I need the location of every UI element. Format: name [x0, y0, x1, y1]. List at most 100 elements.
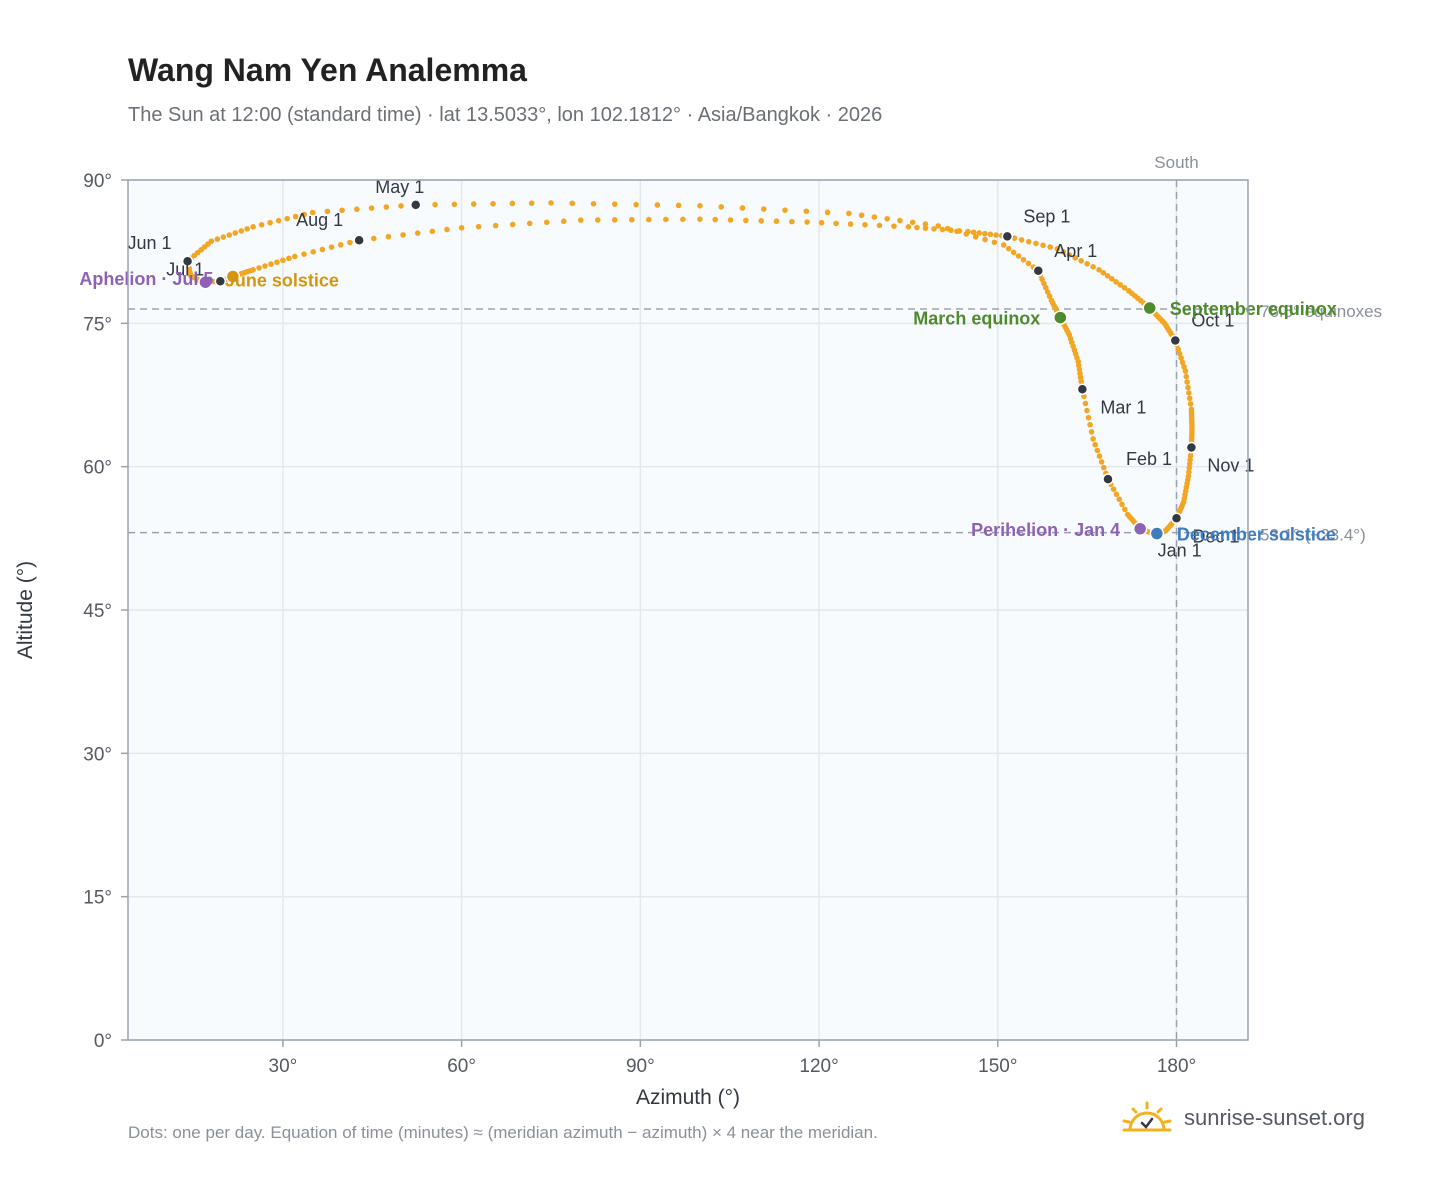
event-marker: [198, 274, 213, 290]
daily-dot: [1178, 355, 1184, 361]
daily-dot: [1109, 276, 1115, 282]
daily-dot: [383, 204, 390, 210]
daily-dot: [1047, 244, 1054, 250]
daily-dot: [1179, 359, 1186, 366]
daily-dot: [804, 219, 810, 225]
daily-dot: [309, 209, 316, 216]
daily-dot: [1088, 429, 1095, 435]
daily-dot: [818, 219, 825, 226]
daily-dot: [1046, 293, 1053, 299]
daily-dot: [368, 205, 375, 211]
daily-dot: [275, 217, 282, 224]
daily-dot: [972, 233, 979, 240]
daily-dot: [594, 217, 601, 223]
daily-dot: [982, 230, 988, 237]
daily-dot: [286, 255, 292, 262]
daily-dot: [948, 227, 954, 234]
daily-dot: [982, 236, 988, 243]
x-tick-label: 180°: [1157, 1056, 1196, 1077]
daily-dot: [258, 221, 265, 228]
y-tick-label: 45°: [83, 601, 112, 622]
daily-dot: [1000, 242, 1007, 248]
daily-dot: [354, 206, 360, 213]
month-label: Jan 1: [1158, 541, 1202, 561]
daily-dot: [262, 263, 268, 269]
daily-dot: [548, 200, 554, 206]
daily-dot: [922, 221, 929, 227]
daily-dot: [1182, 368, 1189, 374]
daily-dot: [1187, 452, 1194, 459]
event-label: March equinox: [913, 309, 1040, 329]
daily-dot: [858, 212, 865, 219]
daily-dot: [897, 217, 903, 224]
y-tick-label: 60°: [83, 458, 112, 479]
daily-dot: [284, 215, 290, 222]
daily-dot: [1186, 469, 1192, 475]
daily-dot: [1186, 390, 1192, 396]
footnote: Dots: one per day. Equation of time (min…: [128, 1123, 878, 1142]
month-label: Sep 1: [1023, 206, 1070, 226]
month-marker: [1032, 265, 1045, 277]
daily-dot: [490, 200, 496, 207]
daily-dot: [238, 228, 244, 234]
brand[interactable]: sunrise-sunset.org: [1120, 1100, 1365, 1136]
daily-dot: [909, 219, 916, 226]
daily-dot: [1113, 491, 1120, 498]
y-tick-label: 30°: [83, 744, 112, 765]
daily-dot: [232, 230, 239, 236]
daily-dot: [569, 200, 576, 207]
x-tick-label: 60°: [447, 1056, 476, 1077]
daily-dot: [1096, 267, 1102, 273]
daily-dot: [337, 242, 344, 248]
month-marker: [1102, 473, 1114, 485]
daily-dot: [310, 249, 316, 255]
daily-dot: [492, 222, 499, 229]
daily-dot: [782, 207, 788, 213]
daily-dot: [939, 226, 946, 233]
daily-dot: [758, 218, 764, 224]
daily-dot: [226, 232, 233, 238]
daily-dot: [475, 223, 482, 230]
daily-dot: [274, 259, 280, 265]
daily-dot: [214, 236, 221, 242]
daily-dot: [1096, 453, 1103, 459]
x-axis-title: Azimuth (°): [636, 1086, 740, 1109]
daily-dot: [1186, 461, 1193, 467]
event-label: Aphelion · Jul 5: [79, 269, 213, 289]
daily-dot: [458, 224, 465, 231]
daily-dot: [1090, 264, 1096, 270]
daily-dot: [244, 226, 250, 232]
daily-dot: [256, 265, 262, 271]
daily-dot: [1110, 486, 1117, 492]
event-marker: [1053, 310, 1068, 325]
daily-dot: [905, 224, 912, 230]
daily-dot: [1100, 270, 1107, 276]
daily-dot: [697, 203, 703, 209]
month-marker: [1185, 441, 1198, 454]
daily-dot: [1116, 496, 1123, 503]
daily-dot: [1041, 280, 1047, 287]
month-label: Apr 1: [1054, 241, 1097, 261]
event-label: December solstice: [1177, 525, 1336, 545]
daily-dot: [1092, 441, 1099, 448]
daily-dot: [976, 230, 983, 236]
daily-dot: [1104, 273, 1111, 279]
daily-dot: [1100, 464, 1107, 471]
daily-dot: [1033, 240, 1039, 247]
daily-dot: [301, 251, 307, 257]
daily-dot: [1183, 373, 1190, 380]
daily-dot: [385, 233, 392, 240]
daily-dot: [398, 203, 404, 209]
daily-dot: [444, 226, 450, 233]
daily-dot: [1113, 279, 1119, 285]
altitude-reference-label: 76.5° equinoxes: [1260, 302, 1382, 321]
month-marker: [353, 234, 365, 246]
daily-dot: [1066, 252, 1073, 258]
daily-dot: [250, 267, 256, 273]
daily-dot: [663, 216, 669, 223]
daily-dot: [1015, 253, 1022, 259]
daily-dot: [1117, 282, 1124, 288]
event-label: June solstice: [225, 271, 339, 291]
daily-dot: [914, 224, 920, 231]
daily-dot: [1184, 379, 1190, 385]
